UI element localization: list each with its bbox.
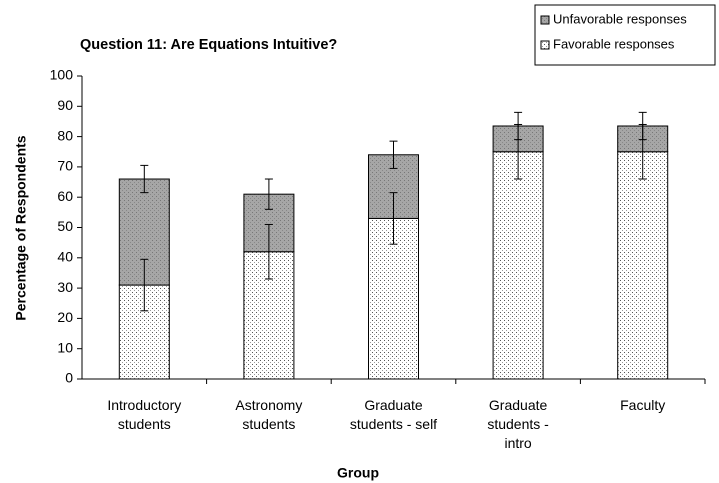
y-axis-title: Percentage of Respondents: [13, 135, 29, 320]
legend-label: Unfavorable responses: [553, 11, 687, 26]
error-bar: [389, 140, 398, 169]
y-tick-label: 90: [57, 97, 73, 113]
y-tick-label: 0: [65, 370, 73, 386]
y-tick-label: 30: [57, 279, 73, 295]
y-tick-label: 70: [57, 158, 73, 174]
x-tick-label: Graduate students - self: [349, 397, 438, 432]
y-tick-label: 80: [57, 127, 73, 143]
y-tick-label: 50: [57, 218, 73, 234]
y-tick-label: 40: [57, 249, 73, 265]
chart-title: Question 11: Are Equations Intuitive?: [80, 37, 337, 53]
error-bar: [264, 223, 273, 280]
legend-swatch: [540, 15, 550, 25]
bar-segment: [492, 151, 544, 380]
legend-swatch: [540, 40, 550, 50]
x-tick-label: Introductory students: [107, 397, 182, 432]
y-tick-label: 60: [57, 188, 73, 204]
x-tick-label: Graduate students - intro: [487, 397, 549, 451]
x-tick-label: Faculty: [620, 397, 666, 413]
error-bar: [140, 164, 149, 194]
y-tick-label: 100: [50, 67, 74, 83]
error-bar: [264, 178, 273, 210]
error-bar: [140, 258, 149, 312]
bar-segment: [368, 217, 419, 380]
bar-segment: [617, 151, 669, 380]
x-tick-label: Astronomy students: [235, 397, 303, 432]
legend-label: Favorable responses: [553, 36, 675, 51]
y-tick-label: 20: [57, 309, 73, 325]
bar-segment: [118, 284, 170, 380]
error-bar: [638, 111, 647, 141]
error-bar: [514, 111, 523, 141]
y-tick-label: 10: [57, 339, 73, 355]
x-axis-title: Group: [337, 465, 379, 481]
legend-box: [534, 4, 716, 66]
error-bar: [389, 192, 398, 245]
